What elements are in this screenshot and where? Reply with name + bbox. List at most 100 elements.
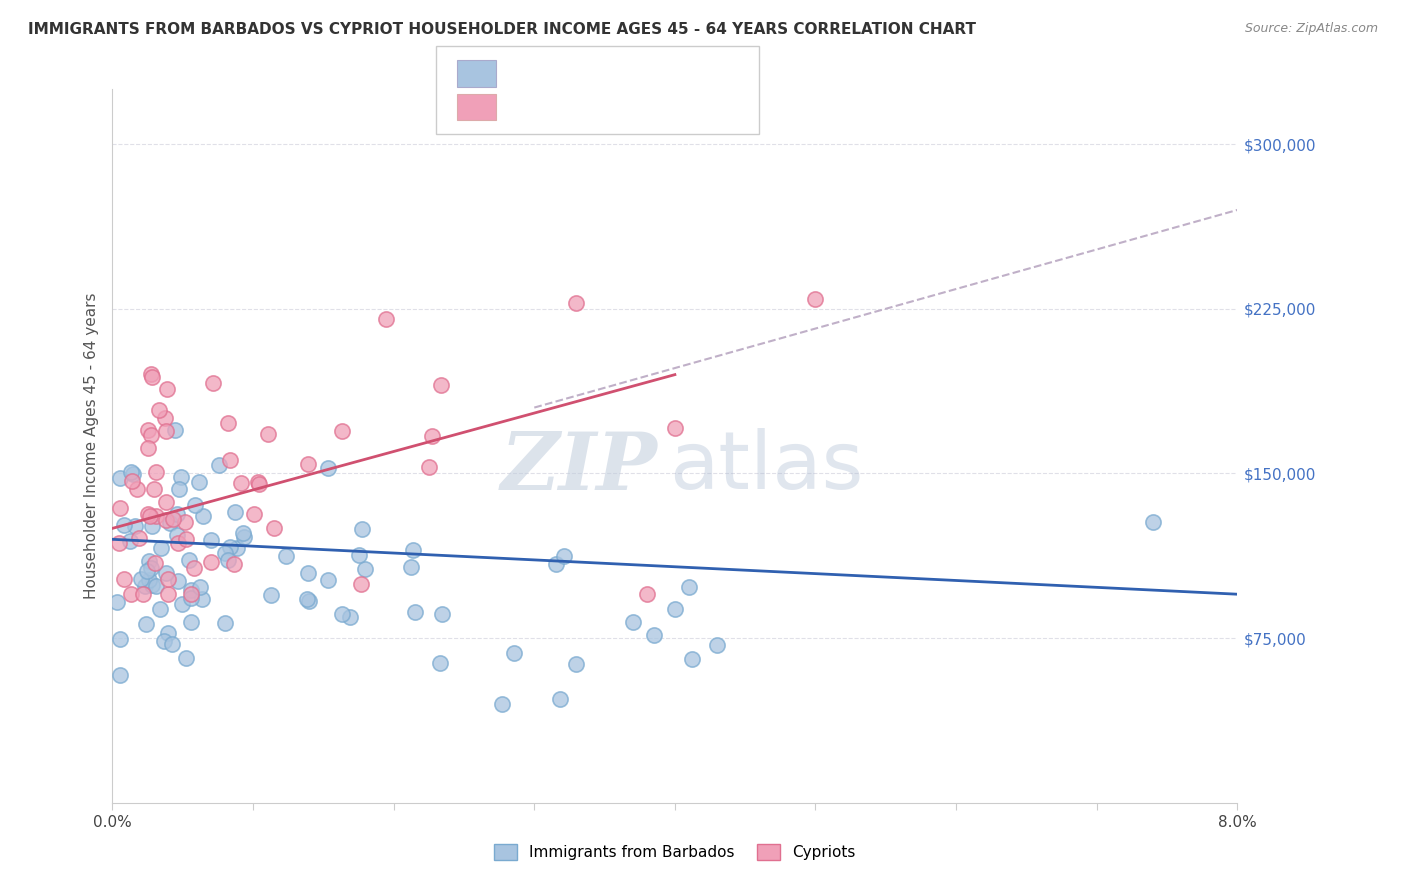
Point — [174, 650, 197, 665]
Point — [162, 512, 184, 526]
Point — [243, 507, 266, 521]
Point — [399, 559, 422, 574]
Point — [136, 423, 159, 437]
Point — [145, 508, 167, 523]
Text: N =: N = — [626, 59, 669, 74]
Point — [170, 470, 193, 484]
Point — [125, 482, 148, 496]
Point — [219, 453, 242, 467]
Text: 0.228: 0.228 — [555, 93, 609, 108]
Point — [121, 474, 143, 488]
Point — [200, 556, 222, 570]
Point — [129, 572, 152, 586]
Point — [112, 572, 135, 586]
Point — [188, 475, 211, 489]
Point — [149, 602, 172, 616]
Legend: Immigrants from Barbados, Cypriots: Immigrants from Barbados, Cypriots — [488, 838, 862, 866]
Point — [155, 494, 177, 508]
Point — [664, 420, 686, 434]
Point — [180, 615, 202, 630]
Point — [138, 574, 160, 588]
Point — [184, 498, 207, 512]
Point — [678, 580, 700, 594]
Point — [136, 441, 159, 455]
Point — [350, 522, 373, 536]
Point — [214, 615, 236, 630]
Point — [134, 579, 156, 593]
Point — [108, 470, 131, 484]
Point — [263, 521, 285, 535]
Text: R =: R = — [505, 93, 538, 108]
Point — [169, 482, 191, 496]
Point — [202, 376, 225, 390]
Point — [219, 540, 242, 554]
Point — [167, 574, 190, 588]
Point — [139, 561, 162, 575]
Point — [162, 637, 184, 651]
Point — [224, 557, 246, 571]
Point — [339, 609, 361, 624]
Text: -0.069: -0.069 — [555, 59, 610, 74]
Point — [139, 368, 162, 382]
Point — [155, 424, 177, 438]
Point — [430, 607, 453, 621]
Point — [139, 508, 162, 523]
Point — [135, 617, 157, 632]
Point — [105, 595, 128, 609]
Point — [141, 578, 163, 592]
Point — [174, 532, 197, 546]
Point — [112, 517, 135, 532]
Point — [621, 615, 644, 629]
Point — [404, 605, 426, 619]
Point — [330, 424, 353, 438]
Point — [107, 536, 129, 550]
Point — [148, 403, 170, 417]
Point — [297, 457, 319, 471]
Text: R =: R = — [505, 59, 538, 74]
Point — [122, 467, 145, 482]
Point — [179, 552, 201, 566]
Text: N =: N = — [626, 93, 669, 108]
Point — [145, 579, 167, 593]
Point — [316, 461, 339, 475]
Point — [217, 417, 239, 431]
Point — [166, 528, 188, 542]
Point — [260, 588, 283, 602]
Point — [108, 501, 131, 516]
Point — [200, 533, 222, 548]
Point — [247, 475, 270, 489]
Point — [491, 697, 513, 711]
Point — [420, 428, 443, 442]
Text: Source: ZipAtlas.com: Source: ZipAtlas.com — [1244, 22, 1378, 36]
Point — [138, 554, 160, 568]
Text: ZIP: ZIP — [501, 429, 658, 506]
Point — [190, 591, 212, 606]
Point — [166, 507, 188, 521]
Point — [132, 587, 155, 601]
Text: IMMIGRANTS FROM BARBADOS VS CYPRIOT HOUSEHOLDER INCOME AGES 45 - 64 YEARS CORREL: IMMIGRANTS FROM BARBADOS VS CYPRIOT HOUS… — [28, 22, 976, 37]
Point — [274, 549, 297, 564]
Point — [191, 509, 214, 524]
Point — [330, 607, 353, 622]
Point — [1142, 515, 1164, 529]
Point — [183, 561, 205, 575]
Point — [136, 508, 159, 522]
Point — [156, 573, 179, 587]
Point — [298, 594, 321, 608]
Point — [155, 513, 177, 527]
Point — [110, 632, 132, 647]
Point — [170, 597, 193, 611]
Point — [124, 519, 146, 533]
Point — [141, 370, 163, 384]
Point — [142, 483, 165, 497]
Point — [145, 556, 167, 570]
Point — [150, 541, 173, 555]
Point — [316, 574, 339, 588]
Point — [145, 466, 167, 480]
Point — [429, 656, 451, 670]
Point — [180, 587, 202, 601]
Point — [350, 577, 373, 591]
Point — [643, 628, 665, 642]
Point — [155, 566, 177, 580]
Point — [163, 423, 186, 437]
